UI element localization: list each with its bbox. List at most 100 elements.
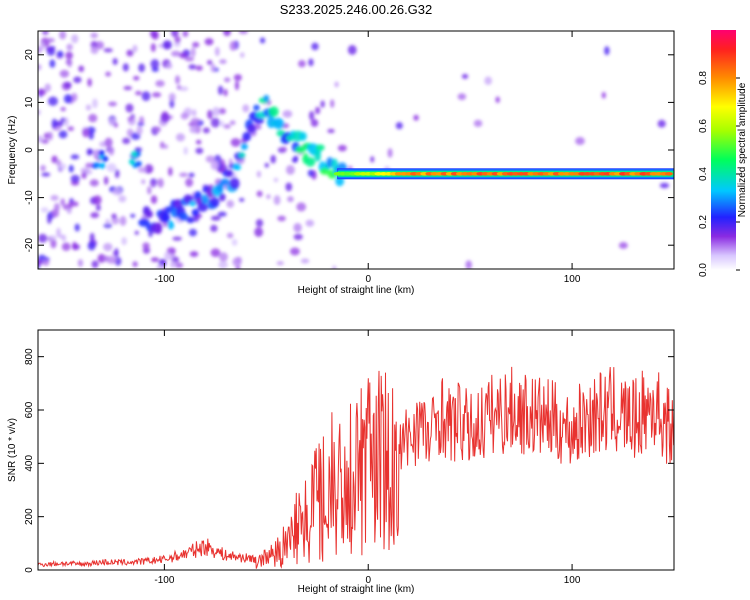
heatmap-cell <box>154 126 161 133</box>
ridge-cell <box>664 172 673 176</box>
heatmap-cell <box>156 264 166 269</box>
heatmap-cell <box>657 119 666 128</box>
heatmap-cell <box>88 113 98 123</box>
heatmap-cell <box>58 167 63 173</box>
heatmap-cell <box>272 117 285 130</box>
heatmap-cell <box>90 32 99 39</box>
heatmap-cell <box>132 261 138 268</box>
heatmap-cell <box>151 92 162 98</box>
heatmap-cell <box>253 117 265 125</box>
heatmap-cell <box>135 91 142 96</box>
heatmap-cell <box>273 177 279 183</box>
heatmap-cell <box>183 146 188 155</box>
heatmap-cell <box>315 144 325 151</box>
heatmap-cell <box>125 103 134 113</box>
heatmap-cell <box>192 41 200 48</box>
heatmap-cell <box>253 104 260 111</box>
snr-y-tick-label: 0 <box>24 567 35 573</box>
heatmap-cell <box>413 114 419 121</box>
heatmap-cell <box>201 194 209 205</box>
heatmap-cell <box>160 113 170 123</box>
heatmap-cell <box>218 108 227 115</box>
heatmap-cell <box>95 41 105 50</box>
heatmap-cell <box>183 194 193 204</box>
heatmap-cell <box>168 167 173 177</box>
heatmap-cell <box>242 104 250 113</box>
heatmap-cell <box>141 179 146 185</box>
heatmap-cell <box>103 48 113 53</box>
heatmap-cell <box>50 238 57 249</box>
heatmap-cell <box>91 260 99 269</box>
heatmap-cell <box>233 74 242 81</box>
heatmap-cell <box>305 157 316 167</box>
heatmap-cell <box>277 215 286 222</box>
heatmap-cell <box>136 125 143 135</box>
heatmap-cell <box>238 152 246 159</box>
spectrogram-y-tick-label: 20 <box>24 49 35 61</box>
heatmap-cell <box>51 118 58 129</box>
heatmap-cell <box>138 218 150 227</box>
heatmap-cell <box>218 252 228 262</box>
heatmap-cell <box>135 160 142 167</box>
heatmap-cell <box>147 186 152 195</box>
heatmap-cell <box>60 106 66 112</box>
heatmap-cell <box>332 265 337 269</box>
heatmap-cell <box>63 81 72 89</box>
heatmap-cell <box>40 164 46 172</box>
heatmap-cell <box>56 159 62 167</box>
snr-panel: -100 0 100 0 200 400 600 800 Height of straigh… <box>7 329 675 595</box>
heatmap-cell <box>320 100 325 108</box>
heatmap-cell <box>387 148 393 158</box>
heatmap-cell <box>192 109 197 117</box>
heatmap-cell <box>150 195 158 204</box>
heatmap-cell <box>121 237 127 246</box>
heatmap-cell <box>347 45 357 55</box>
heatmap-cell <box>219 120 225 127</box>
heatmap-cell <box>59 31 67 40</box>
heatmap-cell <box>38 259 43 266</box>
heatmap-cell <box>105 218 110 225</box>
spectrogram-y-ticks: -20 -10 0 10 20 <box>24 49 674 252</box>
heatmap-cell <box>89 232 95 243</box>
heatmap-cell <box>287 196 294 203</box>
colorbar-tick-label: 0.2 <box>698 215 709 229</box>
heatmap-cell <box>38 109 41 116</box>
heatmap-cell <box>179 172 189 177</box>
heatmap-cell <box>66 207 72 214</box>
heatmap-cell <box>157 178 164 188</box>
heatmap-cell <box>223 124 231 129</box>
heatmap-cell <box>72 201 79 207</box>
heatmap-cell <box>45 46 52 52</box>
heatmap-cell <box>254 227 264 237</box>
heatmap-cell <box>48 235 57 241</box>
heatmap-cell <box>41 139 49 144</box>
heatmap-cell <box>104 137 113 148</box>
heatmap-cell <box>309 110 315 121</box>
heatmap-cell <box>285 182 293 192</box>
heatmap-cell <box>189 200 197 207</box>
heatmap-cell <box>80 167 90 173</box>
spectrogram-x-tick-label: 0 <box>365 274 371 285</box>
heatmap-cell <box>337 144 347 152</box>
heatmap-cell <box>293 155 299 163</box>
heatmap-cell <box>327 128 335 134</box>
heatmap-cell <box>195 65 203 71</box>
heatmap-cell <box>155 80 165 87</box>
heatmap-cell <box>123 86 133 91</box>
heatmap-cell <box>206 187 214 198</box>
spectrogram-y-tick-label: 10 <box>24 96 35 108</box>
heatmap-cell <box>142 246 151 254</box>
heatmap-cell <box>150 59 160 69</box>
chart-title: S233.2025.246.00.26.G32 <box>280 2 433 17</box>
heatmap-cell <box>618 241 628 249</box>
heatmap-cell <box>202 127 210 134</box>
heatmap-cell <box>319 167 331 175</box>
heatmap-cell <box>59 69 70 78</box>
heatmap-cell <box>58 130 68 139</box>
heatmap-cell <box>67 59 72 68</box>
heatmap-cell <box>122 63 129 72</box>
heatmap-cell <box>190 47 196 58</box>
heatmap-cell <box>256 170 262 178</box>
heatmap-cell <box>150 181 156 187</box>
heatmap-cell <box>50 195 59 201</box>
